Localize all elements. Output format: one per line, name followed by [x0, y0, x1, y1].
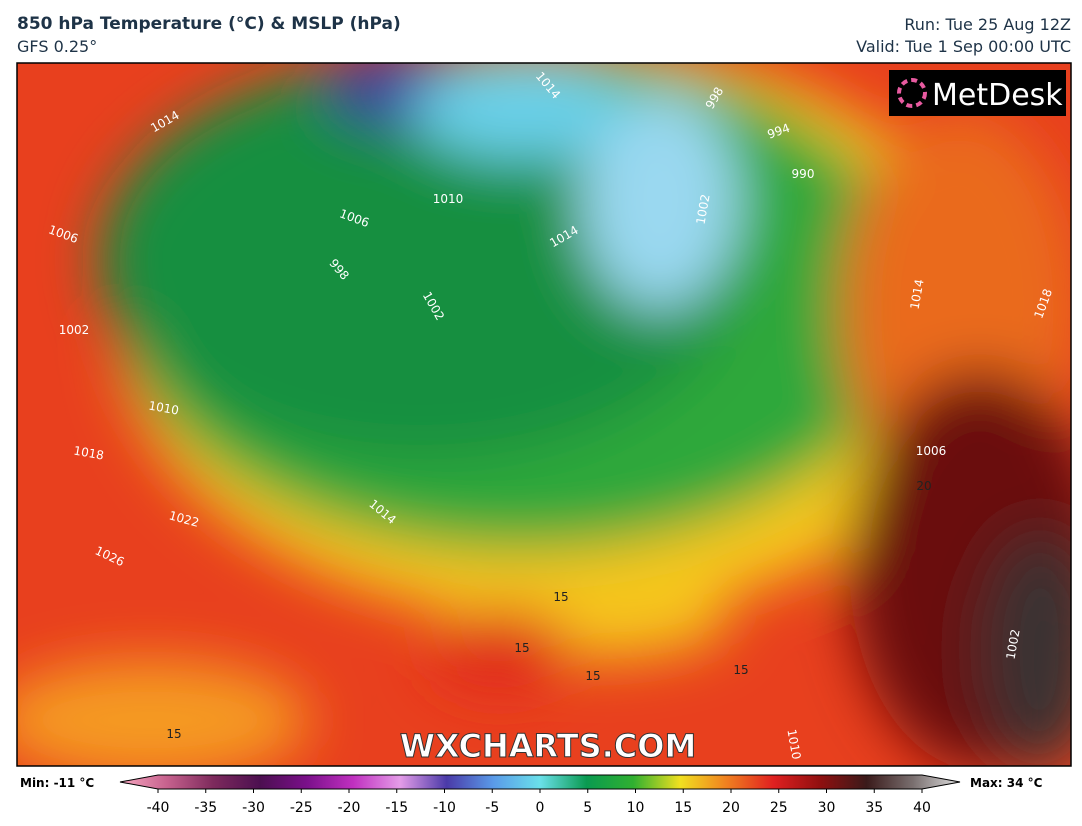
map-label: 1002 [1004, 628, 1023, 661]
map-label: 1002 [694, 193, 713, 226]
title: 850 hPa Temperature (°C) & MSLP (hPa) [17, 14, 401, 34]
colorbar-tick-label: -5 [485, 800, 499, 816]
colorbar-tick-label: -15 [385, 800, 408, 816]
map-label: 15 [733, 663, 748, 677]
colorbar-tick-label: -20 [338, 800, 361, 816]
map-label: 1006 [916, 444, 947, 458]
watermark: WXCHARTS.COM [400, 727, 697, 765]
map-label: 990 [792, 167, 815, 181]
logo: MetDesk [889, 70, 1066, 116]
map-label: 15 [166, 727, 181, 741]
map-label: 1010 [433, 192, 464, 206]
map-label: 15 [585, 669, 600, 683]
map-label: 1014 [908, 278, 927, 311]
colorbar-tick-label: 15 [674, 800, 692, 816]
colorbar-tick-label: -40 [147, 800, 170, 816]
colorbar-tick-label: 30 [818, 800, 836, 816]
map-label: 1010 [147, 399, 180, 418]
colorbar-tick-label: -35 [194, 800, 217, 816]
map-frame [16, 62, 1072, 767]
map-label: 15 [514, 641, 529, 655]
map-label: 1010 [784, 728, 803, 761]
colorbar-tick-label: 20 [722, 800, 740, 816]
colorbar-tick-label: 0 [536, 800, 545, 816]
valid: Valid: Tue 1 Sep 00:00 UTC [856, 37, 1071, 56]
colorbar-min: Min: -11 °C [20, 776, 94, 790]
colorbar-tick-label: 10 [627, 800, 645, 816]
temperature-field [17, 63, 1071, 766]
colorbar [119, 774, 961, 790]
colorbar-max: Max: 34 °C [970, 776, 1043, 790]
map-label: 20 [916, 479, 931, 493]
run: Run: Tue 25 Aug 12Z [904, 15, 1071, 34]
map-label: 15 [553, 590, 568, 604]
colorbar-tick-label: -25 [290, 800, 313, 816]
map-label: 1002 [59, 323, 90, 337]
map-label: 1018 [72, 444, 105, 463]
colorbar-tick-label: 40 [913, 800, 931, 816]
logo-text: MetDesk [932, 78, 1063, 113]
colorbar-tick-label: 35 [865, 800, 883, 816]
colorbar-tick-label: 25 [770, 800, 788, 816]
model: GFS 0.25° [17, 37, 98, 56]
colorbar-tick-label: -10 [433, 800, 456, 816]
colorbar-tick-label: -30 [242, 800, 265, 816]
colorbar-tick-label: 5 [583, 800, 592, 816]
